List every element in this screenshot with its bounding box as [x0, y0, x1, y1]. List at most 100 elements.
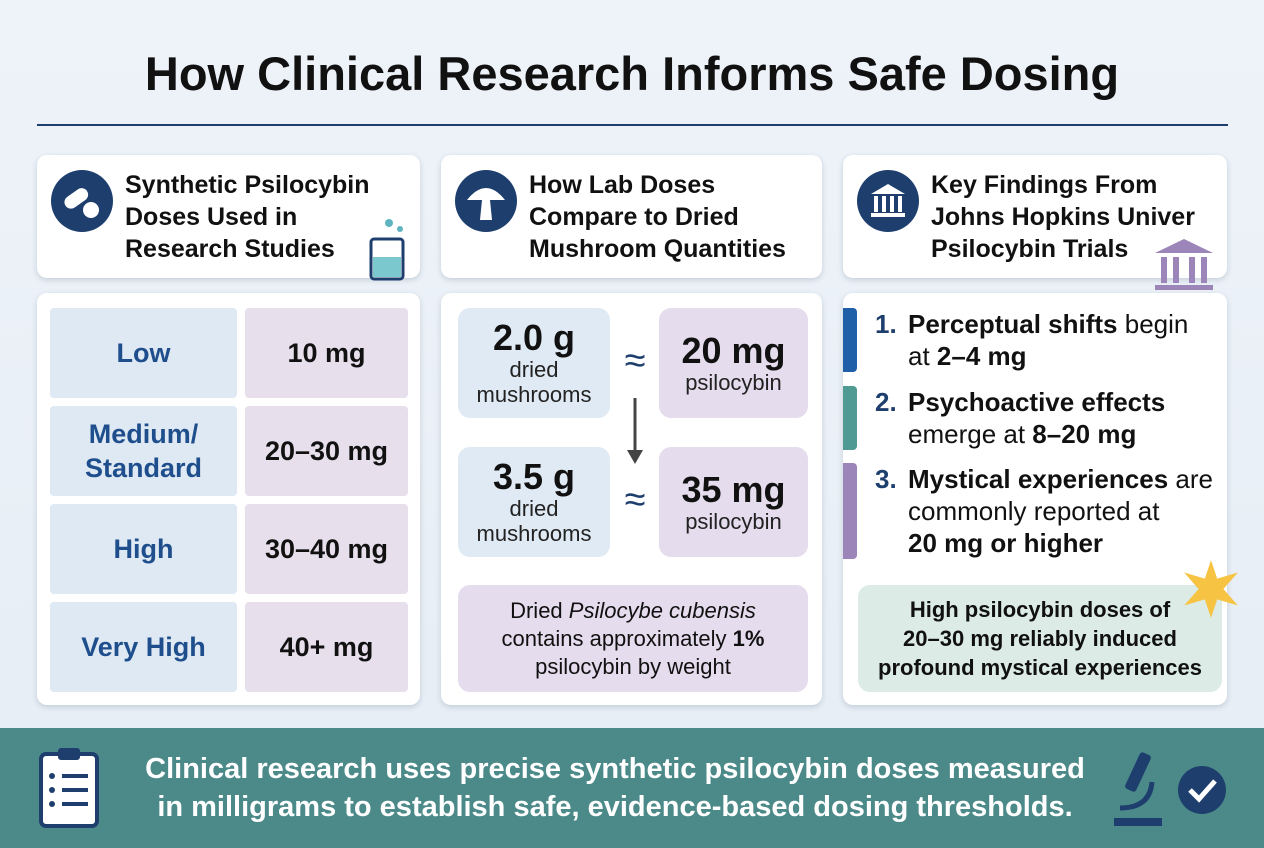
- column-heading: Synthetic Psilocybin Doses Used in Researc…: [125, 169, 370, 265]
- dose: 35 mg: [681, 468, 786, 510]
- text-line: contains approximately 1%: [502, 625, 765, 653]
- text-line: Clinical research uses precise synthetic…: [145, 753, 1085, 785]
- text-line: Low: [116, 338, 171, 368]
- text-line: Research Studies: [125, 235, 335, 263]
- text-line: Very High: [81, 632, 206, 662]
- text-line: Key Findings From: [931, 171, 1158, 199]
- text-run: begin: [1117, 309, 1189, 339]
- text-line: in milligrams to establish safe, evidenc…: [157, 791, 1073, 823]
- amount: 3.5 g: [492, 456, 576, 497]
- text-line: 20 mg or higher: [908, 527, 1213, 559]
- text-run: at: [908, 341, 937, 371]
- down-arrow: [627, 398, 643, 464]
- text-line: mushrooms: [476, 521, 592, 546]
- finding-number: 3.: [875, 464, 897, 494]
- amount-unit: dried mushrooms: [477, 496, 592, 546]
- text-line: Compare to Dried: [529, 203, 739, 231]
- header-card: How Lab Doses Compare to Dried Mushroom Qu…: [441, 155, 822, 278]
- text-run: are: [1168, 464, 1213, 494]
- text-line: emerge at 8–20 mg: [908, 418, 1165, 450]
- text-run: Mystical experiences: [908, 464, 1169, 494]
- text-line: Standard: [84, 453, 203, 483]
- finding-bar: [843, 308, 857, 372]
- level-cell: Medium/Standard: [50, 406, 237, 496]
- dose: 20 mg: [681, 329, 786, 371]
- finding-bar: [843, 463, 857, 559]
- text-run: Psychoactive effects: [908, 387, 1166, 417]
- amount: 2.0 g: [492, 317, 576, 358]
- dose-cell: 40+ mg: [245, 602, 408, 692]
- text-run: emerge at: [908, 419, 1033, 449]
- text-line: profound mystical experiences: [878, 655, 1202, 680]
- text-run: contains approximately: [501, 625, 733, 651]
- finding-bar: [843, 386, 857, 450]
- approx-sign: ≈: [624, 340, 646, 382]
- finding-text: Psychoactive effects emerge at 8–20 mg: [908, 386, 1165, 450]
- text-line: Perceptual shifts begin: [908, 308, 1188, 340]
- text-line: Mushroom Quantities: [529, 235, 786, 263]
- text-line: mushrooms: [476, 382, 592, 407]
- dose-cell: 20–30 mg: [245, 406, 408, 496]
- text-line: at 2–4 mg: [908, 340, 1188, 372]
- text-line: Medium/: [88, 419, 199, 449]
- dose-unit: psilocybin: [685, 508, 782, 534]
- beaker-icon: [369, 219, 405, 281]
- text-line: Psilocybin Trials: [931, 235, 1129, 263]
- finding-text: Perceptual shifts begin at 2–4 mg: [908, 308, 1188, 372]
- footer-text: Clinical research uses precise synthetic…: [90, 750, 1140, 826]
- text-run: 8–20 mg: [1032, 419, 1137, 449]
- level-cell: High: [50, 504, 237, 594]
- check-icon: [1178, 766, 1226, 814]
- building-icon: [1155, 239, 1213, 290]
- university-icon: [857, 170, 919, 232]
- footer-banner: Clinical research uses precise synthetic…: [0, 728, 1264, 848]
- text-line: Synthetic Psilocybin: [125, 171, 370, 199]
- header-card: Key Findings From Johns Hopkins Univer Psi…: [843, 155, 1227, 290]
- finding-number: 2.: [875, 387, 897, 417]
- text-line: How Lab Doses: [529, 171, 716, 199]
- text-run: 2–4 mg: [936, 341, 1027, 371]
- text-line: Psychoactive effects: [908, 386, 1165, 418]
- text-run: Dried: [510, 597, 569, 623]
- text-line: commonly reported at: [908, 495, 1213, 527]
- note-box: Dried Psilocybe cubensis contains approxi…: [458, 585, 808, 692]
- text-line: dried: [509, 496, 559, 521]
- title-rule: [37, 124, 1228, 126]
- level-cell: Low: [50, 308, 237, 398]
- finding-text: Mystical experiences are commonly reporte…: [908, 463, 1213, 559]
- mushroom-icon: [455, 170, 517, 232]
- text-run: commonly reported at: [908, 496, 1160, 526]
- text-run: 20 mg or higher: [908, 528, 1104, 558]
- findings-panel: 1. Perceptual shifts begin at 2–4 mg 2. Psyc…: [843, 293, 1238, 705]
- text-line: dried: [509, 357, 559, 382]
- header-card: Synthetic Psilocybin Doses Used in Researc…: [37, 155, 420, 281]
- text-line: Dried Psilocybe cubensis: [510, 597, 756, 625]
- amount-unit: dried mushrooms: [477, 357, 592, 407]
- column-heading: Key Findings From Johns Hopkins Univer Psi…: [931, 169, 1195, 265]
- callout-box: High psilocybin doses of 20–30 mg reliabl…: [858, 585, 1222, 692]
- psilocybin-dose: 35 mg psilocybin: [659, 447, 808, 557]
- text-line: Mystical experiences are: [908, 463, 1213, 495]
- comparison-panel: 2.0 g dried mushrooms ≈20 mg psilocybin 3.5 g…: [441, 293, 822, 705]
- mushroom-amount: 3.5 g dried mushrooms: [458, 447, 610, 557]
- mushroom-amount: 2.0 g dried mushrooms: [458, 308, 610, 418]
- psilocybin-dose: 20 mg psilocybin: [659, 308, 808, 418]
- dose-table: Low 10 mg Medium/Standard 20–30 mg High 30–40…: [37, 293, 420, 705]
- dose-cell: 10 mg: [245, 308, 408, 398]
- text-line: Doses Used in: [125, 203, 298, 231]
- microscope-icon: [1114, 752, 1162, 826]
- text-line: psilocybin by weight: [535, 653, 731, 681]
- text-line: 20–30 mg reliably induced: [903, 626, 1177, 651]
- level-cell: Very High: [50, 602, 237, 692]
- pill-icon: [51, 170, 113, 232]
- dose-unit: psilocybin: [685, 369, 782, 395]
- text-run: 1%: [732, 625, 765, 651]
- approx-sign: ≈: [624, 479, 646, 521]
- text-run: psilocybin by weight: [535, 653, 731, 679]
- page-title: How Clinical Research Informs Safe Dosin…: [144, 47, 1120, 100]
- text-run: Perceptual shifts: [908, 309, 1118, 339]
- text-run: Psilocybe cubensis: [568, 597, 756, 623]
- column-heading: How Lab Doses Compare to Dried Mushroom Qu…: [529, 169, 786, 265]
- text-line: High: [113, 534, 174, 564]
